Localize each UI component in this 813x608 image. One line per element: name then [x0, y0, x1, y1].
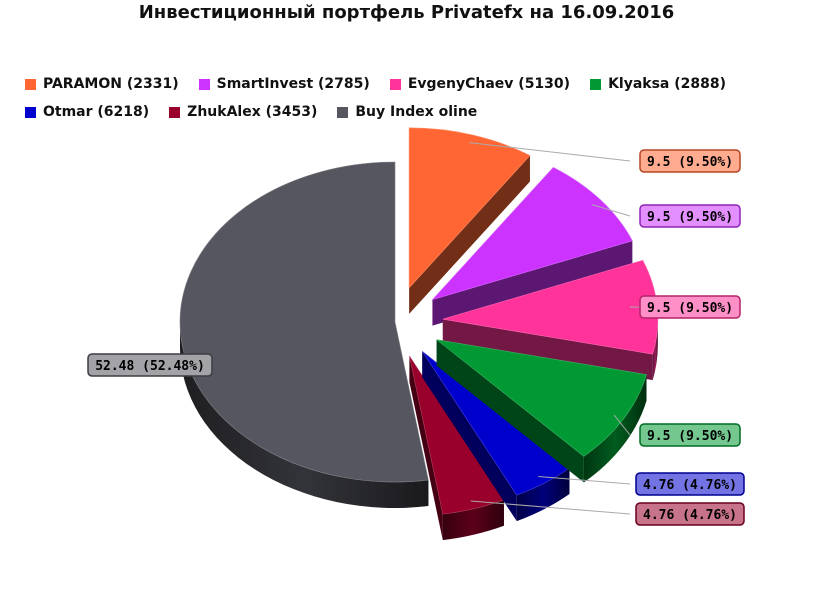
- data-label-text: 4.76 (4.76%): [643, 508, 737, 523]
- data-label-text: 52.48 (52.48%): [95, 359, 205, 374]
- legend-item-zhukalex: ZhukAlex (3453): [169, 104, 317, 120]
- legend-swatch: [590, 78, 602, 90]
- data-label-text: 9.5 (9.50%): [647, 155, 733, 170]
- data-label: 9.5 (9.50%): [613, 414, 741, 447]
- chart-legend: PARAMON (2331) SmartInvest (2785) Evgeny…: [25, 70, 805, 126]
- legend-swatch: [25, 106, 36, 118]
- legend-item-buy-index: Buy Index oline: [337, 104, 477, 120]
- legend-swatch: [198, 78, 210, 90]
- data-label: 52.48 (52.48%): [87, 353, 213, 377]
- legend-item-smartinvest: SmartInvest (2785): [198, 76, 370, 92]
- legend-row: PARAMON (2331) SmartInvest (2785) Evgeny…: [25, 70, 805, 98]
- legend-swatch: [389, 78, 401, 90]
- pie-slice: [409, 355, 505, 541]
- data-label: 9.5 (9.50%): [469, 142, 741, 173]
- data-label-text: 9.5 (9.50%): [647, 210, 733, 225]
- legend-row: Otmar (6218) ZhukAlex (3453) Buy Index o…: [25, 98, 805, 126]
- legend-label: Otmar (6218): [43, 104, 150, 120]
- legend-label: SmartInvest (2785): [216, 76, 370, 92]
- legend-item-klyaksa: Klyaksa (2888): [590, 76, 726, 92]
- data-label-text: 9.5 (9.50%): [647, 301, 733, 316]
- data-label-text: 9.5 (9.50%): [647, 429, 733, 444]
- legend-label: Klyaksa (2888): [608, 76, 727, 92]
- legend-label: ZhukAlex (3453): [187, 104, 318, 120]
- pie-slice: [179, 161, 429, 509]
- data-label: 9.5 (9.50%): [629, 295, 741, 319]
- pie-slice: [436, 339, 647, 483]
- legend-swatch: [25, 78, 36, 90]
- data-label: 4.76 (4.76%): [538, 472, 745, 496]
- legend-label: Buy Index oline: [355, 104, 478, 120]
- pie-slice: [422, 351, 570, 522]
- data-label: 9.5 (9.50%): [591, 204, 741, 228]
- legend-item-paramon: PARAMON (2331): [25, 76, 179, 92]
- legend-item-evgenychaev: EvgenyChaev (5130): [389, 76, 571, 92]
- data-label: 4.76 (4.76%): [470, 500, 745, 526]
- pie-slice: [442, 259, 659, 381]
- legend-swatch: [169, 106, 181, 118]
- legend-label: EvgenyChaev (5130): [407, 76, 571, 92]
- pie-slice: [408, 127, 531, 314]
- legend-label: PARAMON (2331): [43, 76, 179, 92]
- data-label-text: 4.76 (4.76%): [643, 478, 737, 493]
- chart-title: Инвестиционный портфель Privatefx на 16.…: [138, 2, 675, 23]
- legend-item-otmar: Otmar (6218): [25, 104, 149, 120]
- legend-swatch: [337, 106, 349, 118]
- pie-slice: [431, 166, 633, 326]
